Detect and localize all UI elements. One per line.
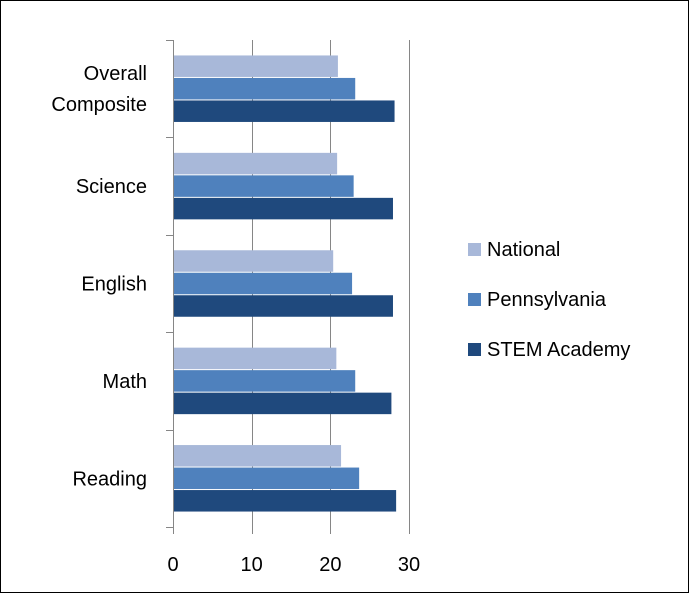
legend-label: National [487,239,560,261]
bar [173,445,342,467]
legend-swatch [468,343,481,356]
category-label: English [81,274,147,296]
bar [173,197,393,220]
bar [173,347,337,370]
x-tick-label: 10 [241,554,263,576]
category-label: Science [76,176,147,198]
bar [173,392,392,415]
legend-label: Pennsylvania [487,289,607,311]
bar [173,467,360,490]
bar [173,370,356,392]
bar [173,272,353,295]
category-label: Reading [72,468,147,490]
bar [173,295,393,317]
legend-label: STEM Academy [487,339,630,361]
bar [173,152,338,175]
legend-swatch [468,293,481,306]
bar [173,250,334,272]
x-tick-label: 0 [167,554,178,576]
x-tick-label: 20 [319,554,341,576]
bar [173,55,338,77]
category-label: Overall Composite [51,63,147,116]
legend-swatch [468,243,481,256]
bar [173,77,356,100]
category-label: Math [103,371,147,393]
bar [173,490,397,512]
bar [173,100,395,122]
bar [173,175,354,197]
x-tick-label: 30 [398,554,420,576]
